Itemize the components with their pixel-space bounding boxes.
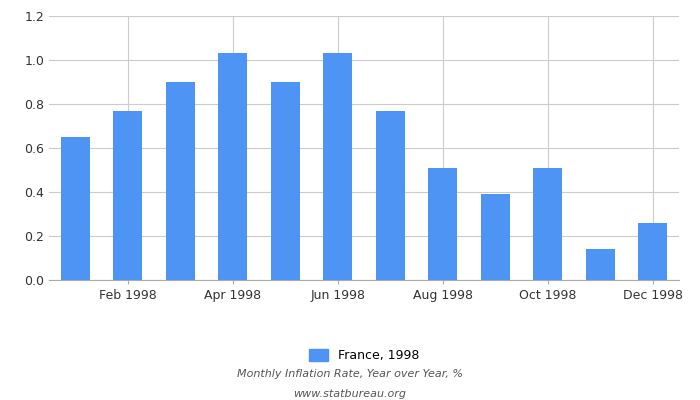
Text: Monthly Inflation Rate, Year over Year, %: Monthly Inflation Rate, Year over Year, …	[237, 369, 463, 379]
Bar	[428, 168, 457, 280]
Text: www.statbureau.org: www.statbureau.org	[293, 389, 407, 399]
Bar	[218, 53, 247, 280]
Bar	[638, 223, 667, 280]
Bar	[166, 82, 195, 280]
Bar	[533, 168, 562, 280]
Bar	[481, 194, 510, 280]
Bar	[323, 53, 352, 280]
Bar	[376, 110, 405, 280]
Bar	[113, 110, 142, 280]
Bar	[586, 249, 615, 280]
Legend: France, 1998: France, 1998	[304, 344, 424, 367]
Bar	[271, 82, 300, 280]
Bar	[61, 137, 90, 280]
